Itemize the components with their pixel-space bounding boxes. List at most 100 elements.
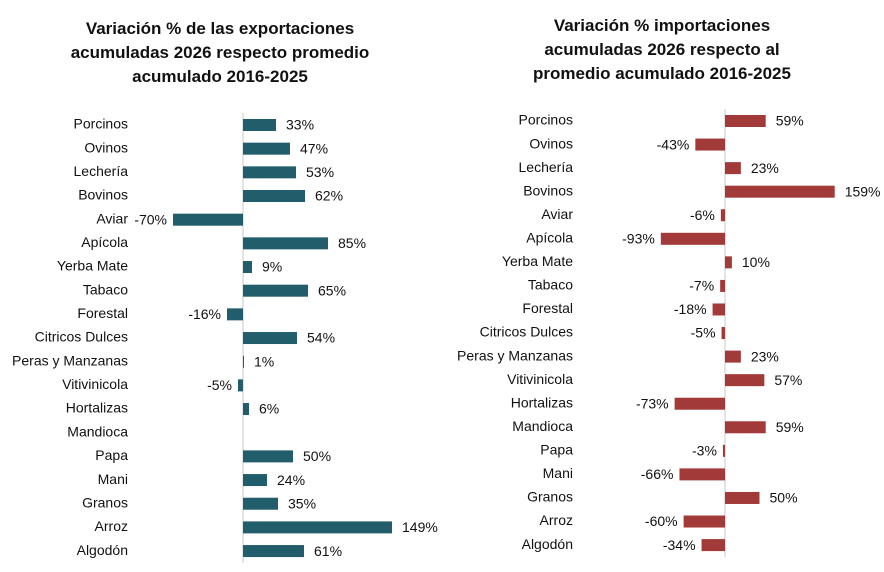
- bar: [243, 545, 304, 558]
- category-label: Apícola: [526, 230, 573, 246]
- category-label: Yerba Mate: [502, 253, 573, 269]
- value-label: 23%: [751, 348, 779, 364]
- category-label: Papa: [540, 442, 573, 458]
- value-label: -43%: [657, 136, 690, 152]
- value-label: 50%: [303, 448, 331, 464]
- value-label: 35%: [288, 495, 316, 511]
- category-label: Tabaco: [528, 277, 573, 293]
- category-label: Porcinos: [74, 116, 128, 132]
- category-label: Bovinos: [78, 187, 128, 203]
- bar: [725, 421, 766, 434]
- bar: [695, 138, 725, 151]
- bar: [238, 379, 243, 392]
- bar: [722, 444, 725, 457]
- bar: [243, 521, 392, 534]
- bar: [243, 450, 293, 463]
- bar: [720, 279, 725, 292]
- category-label: Apícola: [81, 234, 128, 250]
- bar: [725, 256, 732, 269]
- bar: [173, 213, 243, 226]
- bar: [243, 237, 328, 250]
- category-label: Peras y Manzanas: [12, 352, 128, 368]
- value-label: 33%: [286, 117, 314, 133]
- value-label: -7%: [689, 278, 714, 294]
- bar: [721, 327, 725, 340]
- category-label: Bovinos: [523, 182, 573, 198]
- category-label: Papa: [95, 447, 128, 463]
- bar: [243, 284, 308, 297]
- bar: [243, 119, 276, 131]
- bar: [725, 185, 835, 198]
- value-label: 23%: [751, 160, 779, 176]
- category-label: Arroz: [95, 518, 128, 534]
- value-label: 24%: [277, 472, 305, 488]
- category-label: Citricos Dulces: [480, 324, 573, 340]
- category-label: Granos: [527, 489, 573, 505]
- value-label: 53%: [306, 164, 334, 180]
- value-label: 54%: [307, 330, 335, 346]
- category-label: Peras y Manzanas: [457, 347, 573, 363]
- bar: [243, 190, 305, 203]
- value-label: 1%: [254, 353, 274, 369]
- value-label: 10%: [742, 254, 770, 270]
- category-label: Forestal: [77, 305, 128, 321]
- value-label: -6%: [690, 207, 715, 223]
- category-label: Mani: [543, 465, 573, 481]
- bar: [243, 474, 267, 487]
- bar: [720, 209, 725, 222]
- value-label: 85%: [338, 235, 366, 251]
- category-label: Algodón: [522, 536, 573, 552]
- value-label: 149%: [402, 519, 438, 535]
- value-label: 61%: [314, 543, 342, 559]
- chart-title: Variación % de las exportaciones acumula…: [70, 19, 370, 86]
- category-label: Ovinos: [529, 135, 573, 151]
- bar: [243, 403, 249, 416]
- category-label: Hortalizas: [511, 394, 573, 410]
- category-label: Lechería: [74, 163, 129, 179]
- category-label: Tabaco: [83, 281, 128, 297]
- bar: [679, 468, 725, 481]
- value-label: -66%: [641, 466, 674, 482]
- bar: [243, 166, 296, 179]
- category-label: Granos: [82, 494, 128, 510]
- bar: [683, 515, 725, 528]
- bar: [243, 497, 278, 510]
- chart-title: Variación % importaciones acumuladas 202…: [533, 16, 791, 83]
- category-label: Aviar: [541, 206, 573, 222]
- value-label: 59%: [776, 113, 804, 129]
- value-label: 57%: [774, 372, 802, 388]
- bar: [725, 491, 760, 504]
- category-label: Mani: [98, 471, 128, 487]
- bar: [701, 539, 725, 552]
- value-label: -5%: [691, 325, 716, 341]
- category-label: Yerba Mate: [57, 258, 128, 274]
- bar: [243, 261, 252, 274]
- value-label: 9%: [262, 259, 282, 275]
- value-label: -16%: [188, 306, 221, 322]
- category-label: Mandioca: [512, 418, 573, 434]
- bar: [725, 374, 765, 387]
- category-label: Arroz: [540, 512, 573, 528]
- category-label: Porcinos: [519, 112, 573, 128]
- value-label: 59%: [776, 419, 804, 435]
- value-label: 159%: [845, 183, 881, 199]
- value-label: 65%: [318, 282, 346, 298]
- category-label: Mandioca: [67, 423, 128, 439]
- bar: [243, 142, 290, 155]
- value-label: 62%: [315, 188, 343, 204]
- category-label: Algodón: [77, 542, 128, 558]
- value-label: -34%: [663, 537, 696, 553]
- value-label: -5%: [207, 377, 232, 393]
- value-label: 50%: [770, 490, 798, 506]
- value-label: 47%: [300, 140, 328, 156]
- bar: [725, 350, 741, 363]
- value-label: -70%: [134, 211, 167, 227]
- bar: [227, 308, 243, 321]
- category-label: Ovinos: [84, 139, 128, 155]
- category-label: Citricos Dulces: [35, 329, 128, 345]
- category-label: Hortalizas: [66, 400, 128, 416]
- value-label: -60%: [645, 513, 678, 529]
- category-label: Forestal: [522, 300, 573, 316]
